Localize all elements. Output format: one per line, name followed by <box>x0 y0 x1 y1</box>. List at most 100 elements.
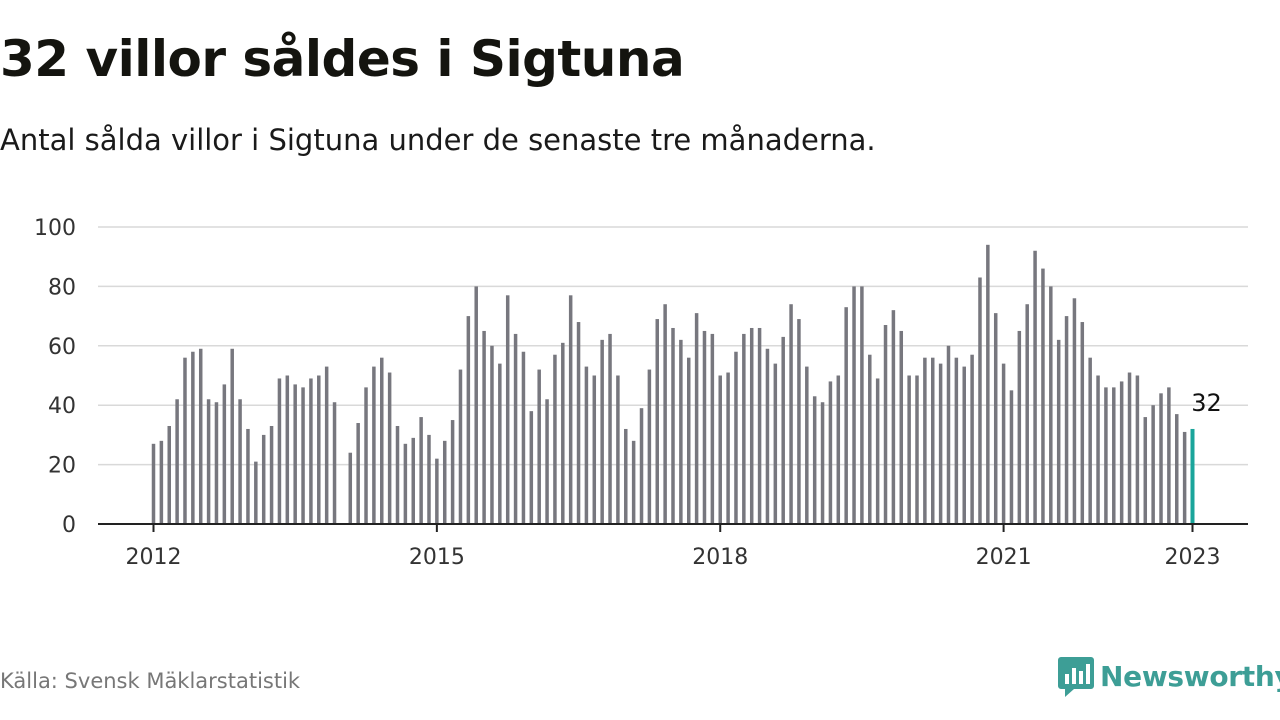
bar <box>1096 375 1100 524</box>
bar <box>962 366 966 524</box>
bar <box>498 363 502 524</box>
bar <box>206 399 211 524</box>
bar <box>836 375 841 524</box>
y-tick-label: 20 <box>48 454 76 479</box>
highlight-bar <box>1190 428 1195 524</box>
bar <box>529 411 534 524</box>
bar <box>411 437 415 524</box>
bar <box>852 286 856 524</box>
chart-title: 32 villor såldes i Sigtuna <box>0 30 685 88</box>
bar <box>387 372 392 524</box>
bar <box>537 369 541 524</box>
bar <box>238 399 242 524</box>
bar <box>1088 357 1092 524</box>
bar <box>907 375 911 524</box>
last-value-label: 32 <box>1191 389 1222 417</box>
bar <box>513 333 518 524</box>
y-tick-label: 80 <box>48 275 76 300</box>
x-tick-label: 2023 <box>1165 545 1221 570</box>
bar <box>584 366 589 524</box>
bar <box>380 357 384 524</box>
bar <box>844 307 848 524</box>
bar <box>395 425 400 524</box>
bar <box>372 366 376 524</box>
bar <box>631 440 636 524</box>
bar <box>450 420 455 524</box>
bar <box>1017 330 1022 524</box>
bar <box>608 333 612 524</box>
brand-logo[interactable]: Newsworthy <box>1058 654 1280 698</box>
brand-name: Newsworthy <box>1100 659 1280 693</box>
bar <box>151 443 156 524</box>
bar <box>277 378 282 524</box>
bar <box>419 417 423 524</box>
bar <box>781 336 785 524</box>
bar-chart: 0 20 40 60 80 100 2012 2015 2018 2021 2023 32 <box>34 216 1248 570</box>
bar <box>1064 316 1069 524</box>
bar <box>1033 250 1037 524</box>
bar <box>655 319 660 524</box>
bar <box>797 319 801 524</box>
bar <box>757 327 762 524</box>
bar <box>561 342 565 524</box>
bar <box>482 330 486 524</box>
bar <box>1135 375 1140 524</box>
bar <box>1143 417 1148 524</box>
bar <box>1167 387 1171 524</box>
bar <box>639 408 644 524</box>
bar <box>545 399 549 524</box>
bars <box>151 244 1195 524</box>
source-note: Källa: Svensk Mäklarstatistik <box>0 669 301 693</box>
bar <box>505 295 510 524</box>
bar <box>301 387 305 524</box>
bar <box>348 452 353 524</box>
bar <box>490 345 494 524</box>
bar <box>1151 405 1155 524</box>
bar <box>364 387 368 524</box>
bar <box>309 378 313 524</box>
bar <box>986 244 990 524</box>
y-tick-label: 40 <box>48 394 76 419</box>
bar <box>474 286 478 524</box>
bar <box>899 330 904 524</box>
bar <box>970 354 974 524</box>
bar <box>261 434 266 524</box>
bar <box>1104 387 1108 524</box>
bar <box>293 384 297 524</box>
bar <box>198 348 203 524</box>
bar <box>978 277 982 524</box>
bar <box>946 345 951 524</box>
bar <box>175 399 179 524</box>
bar <box>167 425 171 524</box>
bar <box>773 363 778 524</box>
bar <box>356 423 360 524</box>
y-axis-ticks: 0 20 40 60 80 100 <box>34 216 76 538</box>
bar <box>938 363 943 524</box>
x-tick-label: 2018 <box>692 545 748 570</box>
bar <box>183 357 187 524</box>
bar <box>828 381 833 524</box>
bar <box>671 327 675 524</box>
bar <box>726 372 730 524</box>
bar <box>805 366 809 524</box>
bar <box>1119 381 1124 524</box>
bar <box>214 402 219 524</box>
bar <box>568 295 573 524</box>
bar <box>812 396 817 524</box>
bar <box>891 310 896 524</box>
bar <box>254 461 258 524</box>
bar <box>222 384 227 524</box>
bar <box>600 339 604 524</box>
bar <box>993 313 998 524</box>
bar <box>624 428 628 524</box>
bar <box>403 443 408 524</box>
data-labels: 32 <box>1191 389 1222 417</box>
bar <box>324 366 329 524</box>
bar <box>710 333 715 524</box>
bar <box>230 348 234 524</box>
bar <box>246 428 250 524</box>
bar <box>923 357 927 524</box>
bar <box>1009 390 1014 524</box>
x-tick-label: 2012 <box>126 545 182 570</box>
chart-subtitle: Antal sålda villor i Sigtuna under de se… <box>0 123 876 157</box>
